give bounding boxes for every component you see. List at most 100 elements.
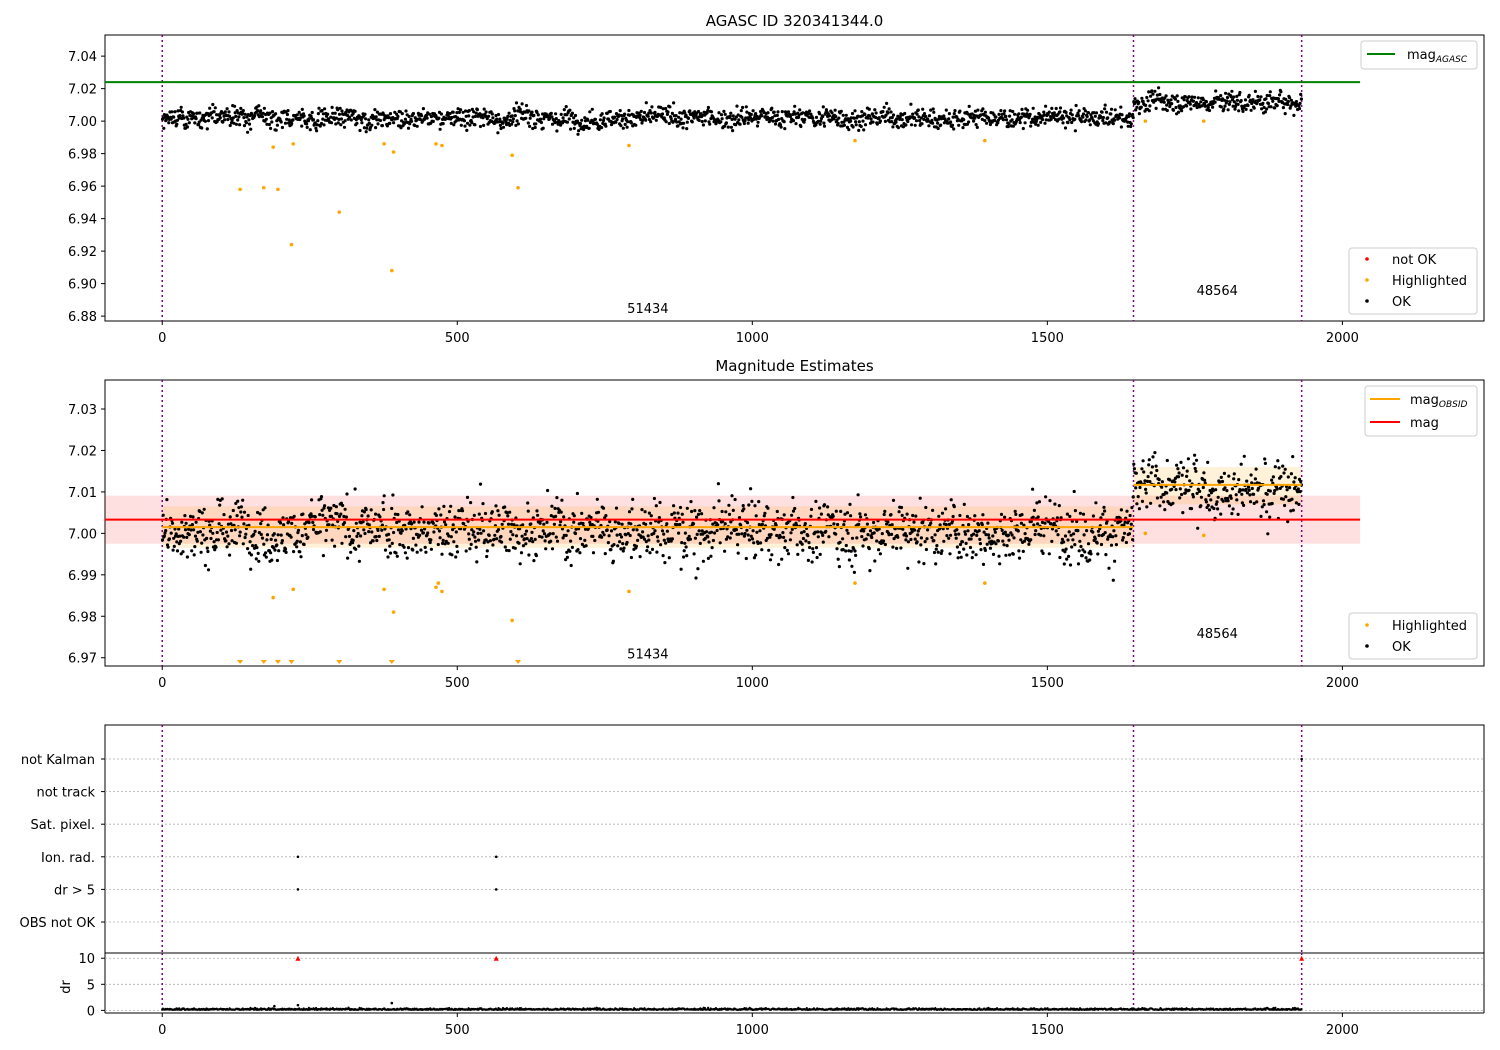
- ok-point: [165, 498, 169, 502]
- ok-point: [703, 119, 707, 123]
- ok-point: [1147, 458, 1151, 462]
- ok-point: [237, 115, 241, 119]
- ok-point: [534, 554, 539, 558]
- ok-point: [1058, 555, 1062, 560]
- ok-point: [380, 124, 384, 128]
- ok-point: [929, 108, 933, 112]
- ok-point: [588, 110, 592, 114]
- ok-point: [793, 104, 797, 108]
- ok-point: [575, 491, 580, 496]
- ok-point: [1084, 556, 1088, 560]
- ok-point: [741, 504, 745, 508]
- ok-point: [1181, 510, 1185, 515]
- ok-point: [1008, 553, 1012, 557]
- legend-marker: [1365, 644, 1369, 648]
- ok-point: [253, 529, 257, 534]
- ok-point: [403, 523, 407, 527]
- ok-point: [421, 531, 425, 535]
- ok-point: [1226, 108, 1230, 112]
- ok-point: [1074, 103, 1078, 108]
- ok-point: [959, 555, 963, 559]
- ok-point: [1193, 453, 1197, 457]
- ok-point: [438, 127, 442, 131]
- ok-point: [627, 113, 632, 117]
- ok-point: [1204, 100, 1208, 104]
- ok-point: [1292, 113, 1296, 117]
- ok-point: [1249, 473, 1253, 477]
- ok-point: [1063, 126, 1068, 130]
- ok-point: [767, 548, 771, 552]
- ok-point: [1272, 491, 1276, 495]
- ok-point: [711, 538, 716, 543]
- ok-point: [1067, 530, 1071, 534]
- ok-point: [247, 122, 252, 126]
- ok-point: [487, 114, 491, 118]
- ok-point: [842, 123, 847, 127]
- ok-point: [746, 121, 750, 125]
- ok-point: [744, 105, 748, 109]
- ok-point: [744, 556, 748, 561]
- ok-point: [1261, 101, 1265, 105]
- ok-point: [695, 515, 699, 519]
- highlighted-point: [382, 142, 386, 146]
- ok-point: [627, 510, 632, 514]
- ok-point: [1018, 121, 1022, 125]
- ok-point: [524, 116, 528, 120]
- ok-point: [211, 102, 215, 107]
- ok-point: [507, 111, 511, 115]
- ok-point: [644, 101, 648, 105]
- ok-point: [273, 548, 277, 552]
- ok-point: [249, 127, 253, 131]
- ok-point: [638, 555, 642, 559]
- highlighted-point: [271, 595, 275, 600]
- ok-point: [1237, 478, 1241, 482]
- ok-point: [1189, 507, 1194, 511]
- y-tick-label: 7.02: [68, 83, 97, 98]
- ok-point: [496, 112, 501, 117]
- ok-point: [859, 515, 863, 519]
- ok-point: [240, 515, 244, 519]
- ok-point: [768, 535, 772, 539]
- ok-point: [915, 540, 919, 544]
- ok-point: [976, 108, 980, 112]
- ok-point: [836, 121, 840, 125]
- ok-point: [516, 122, 521, 126]
- ok-point: [254, 557, 258, 561]
- ok-point: [800, 531, 804, 535]
- ok-point: [882, 105, 886, 109]
- ok-point: [1297, 502, 1301, 506]
- ok-point: [467, 114, 471, 118]
- ok-point: [347, 115, 352, 119]
- ok-point: [1073, 543, 1077, 547]
- ok-point: [388, 112, 393, 116]
- ok-point: [443, 542, 447, 546]
- ok-point: [590, 107, 594, 111]
- ok-point: [264, 551, 268, 555]
- ok-point: [572, 520, 576, 524]
- legend-box: [1348, 247, 1478, 315]
- ok-point: [583, 116, 587, 120]
- ok-point: [282, 523, 286, 527]
- ok-point: [1128, 513, 1132, 518]
- ok-point: [531, 126, 535, 131]
- ok-point: [478, 527, 482, 531]
- ok-point: [481, 116, 485, 120]
- ok-point: [775, 113, 779, 117]
- ok-point: [499, 126, 503, 131]
- ok-point: [775, 509, 779, 514]
- ok-point: [1134, 486, 1138, 490]
- ok-point: [358, 128, 362, 133]
- ok-point: [246, 547, 250, 551]
- ok-point: [688, 109, 692, 113]
- ok-point: [619, 547, 623, 551]
- ok-point: [951, 514, 955, 519]
- ok-point: [838, 540, 842, 544]
- ok-point: [656, 539, 660, 543]
- ok-point: [973, 514, 977, 518]
- ok-point: [942, 539, 946, 543]
- ok-point: [485, 554, 489, 559]
- ok-point: [1147, 463, 1151, 467]
- ok-point: [455, 544, 459, 549]
- ok-point: [642, 110, 647, 115]
